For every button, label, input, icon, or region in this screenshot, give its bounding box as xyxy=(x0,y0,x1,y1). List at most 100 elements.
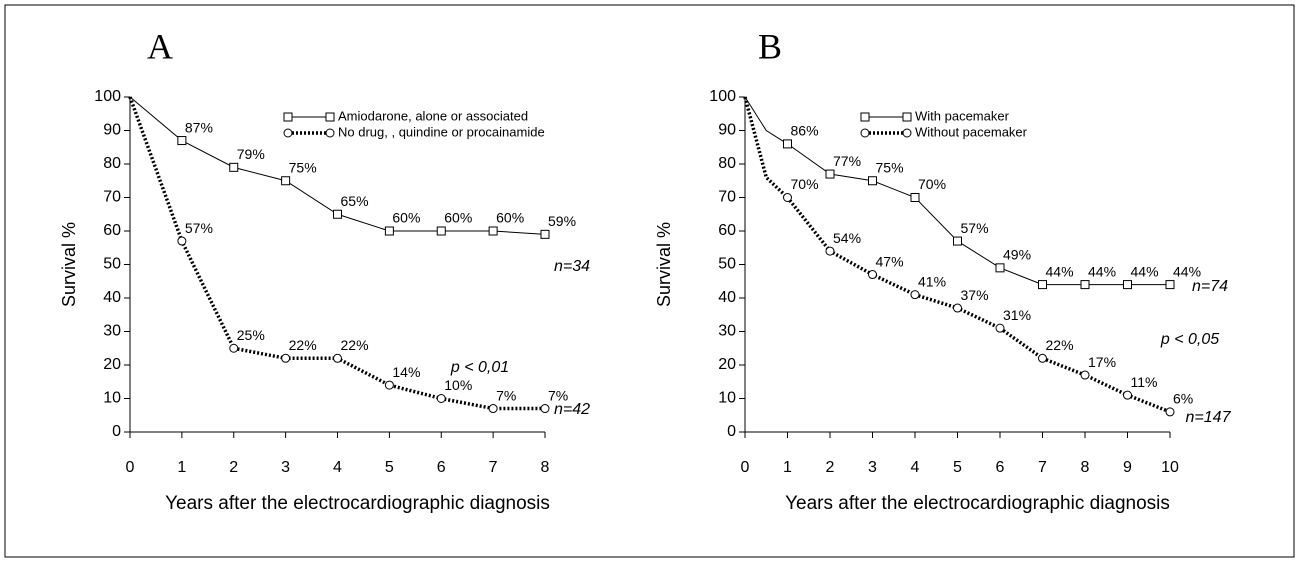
data-label: 75% xyxy=(876,159,904,175)
y-tick-label: 100 xyxy=(94,88,121,105)
annotation: n=147 xyxy=(1186,409,1232,426)
data-label: 44% xyxy=(1088,263,1116,279)
marker xyxy=(1123,280,1132,290)
marker xyxy=(825,246,835,256)
marker xyxy=(1165,280,1175,290)
marker xyxy=(229,343,239,353)
legend-marker xyxy=(860,112,870,122)
marker xyxy=(384,226,394,236)
data-label: 60% xyxy=(496,210,524,226)
data-label: 7% xyxy=(496,387,516,403)
data-label: 79% xyxy=(237,146,265,162)
x-tick-label: 6 xyxy=(437,459,446,476)
data-label: 75% xyxy=(289,159,317,175)
frame xyxy=(4,4,1295,558)
data-label: 47% xyxy=(876,253,904,269)
marker xyxy=(1080,370,1090,380)
x-tick-label: 2 xyxy=(229,459,238,476)
y-tick-label: 90 xyxy=(718,122,736,139)
y-tick-label: 100 xyxy=(709,88,736,105)
x-tick-label: 10 xyxy=(1161,459,1179,476)
y-tick-label: 30 xyxy=(103,323,121,340)
marker xyxy=(868,270,877,280)
y-tick-label: 40 xyxy=(718,289,736,306)
data-label: 57% xyxy=(185,220,213,236)
marker xyxy=(868,176,877,186)
marker xyxy=(488,226,498,236)
y-axis-label: Survival % xyxy=(654,222,674,307)
marker xyxy=(384,380,394,390)
marker xyxy=(1165,407,1175,417)
y-tick-label: 20 xyxy=(718,356,736,373)
data-label: 44% xyxy=(1173,263,1201,279)
y-tick-label: 60 xyxy=(103,222,121,239)
y-axis-label: Survival % xyxy=(59,222,79,307)
marker xyxy=(783,193,792,202)
data-label: 22% xyxy=(289,337,317,353)
marker xyxy=(333,353,342,363)
marker xyxy=(825,169,835,179)
x-tick-label: 1 xyxy=(177,459,186,476)
marker xyxy=(1038,353,1047,363)
y-tick-label: 30 xyxy=(718,323,736,340)
data-label: 86% xyxy=(791,123,819,139)
x-tick-label: 1 xyxy=(783,459,792,476)
y-tick-label: 80 xyxy=(718,155,736,172)
marker xyxy=(1038,280,1047,290)
x-tick-label: 7 xyxy=(1038,459,1047,476)
data-label: 17% xyxy=(1088,354,1116,370)
marker xyxy=(281,353,291,363)
data-label: 31% xyxy=(1003,307,1031,323)
x-tick-label: 4 xyxy=(333,459,342,476)
marker xyxy=(229,162,239,172)
data-label: 10% xyxy=(444,377,472,393)
y-tick-label: 50 xyxy=(103,256,121,273)
data-label: 11% xyxy=(1131,374,1158,390)
marker xyxy=(953,303,962,313)
annotation: n=42 xyxy=(554,401,590,418)
legend-marker xyxy=(325,128,335,138)
marker xyxy=(177,236,187,246)
x-tick-label: 7 xyxy=(489,459,498,476)
x-tick-label: 8 xyxy=(541,459,550,476)
x-tick-label: 3 xyxy=(868,459,877,476)
data-label: 22% xyxy=(341,337,369,353)
y-tick-label: 90 xyxy=(103,122,121,139)
marker xyxy=(995,263,1005,273)
annotation: n=34 xyxy=(554,258,590,275)
marker xyxy=(177,136,187,146)
marker xyxy=(436,394,446,403)
annotation: p < 0,05 xyxy=(1160,331,1219,348)
data-label: 25% xyxy=(237,327,265,343)
x-tick-label: 8 xyxy=(1081,459,1090,476)
marker xyxy=(995,323,1005,333)
x-axis-label: Years after the electrocardiographic dia… xyxy=(785,493,1170,514)
legend-marker xyxy=(325,112,335,122)
y-tick-label: 20 xyxy=(103,356,121,373)
data-label: 44% xyxy=(1046,263,1074,279)
x-tick-label: 9 xyxy=(1123,459,1132,476)
x-tick-label: 0 xyxy=(126,459,135,476)
data-label: 59% xyxy=(548,213,576,229)
data-label: 87% xyxy=(185,119,213,135)
legend-marker xyxy=(283,112,293,122)
annotation: n=74 xyxy=(1192,278,1228,295)
legend-marker xyxy=(283,128,293,138)
y-tick-label: 70 xyxy=(718,189,736,206)
legend-label: Amiodarone, alone or associated xyxy=(338,108,528,123)
legend-marker xyxy=(902,112,912,122)
legend-marker xyxy=(902,128,912,138)
x-tick-label: 5 xyxy=(385,459,394,476)
data-label: 70% xyxy=(918,176,946,192)
x-axis-label: Years after the electrocardiographic dia… xyxy=(165,493,550,514)
y-tick-label: 40 xyxy=(103,289,121,306)
data-label: 77% xyxy=(833,153,861,169)
marker xyxy=(783,139,792,149)
y-tick-label: 0 xyxy=(727,423,736,440)
data-label: 44% xyxy=(1131,263,1159,279)
y-tick-label: 10 xyxy=(103,390,121,407)
data-label: 37% xyxy=(961,287,989,303)
y-tick-label: 0 xyxy=(112,423,121,440)
data-label: 65% xyxy=(341,193,369,209)
